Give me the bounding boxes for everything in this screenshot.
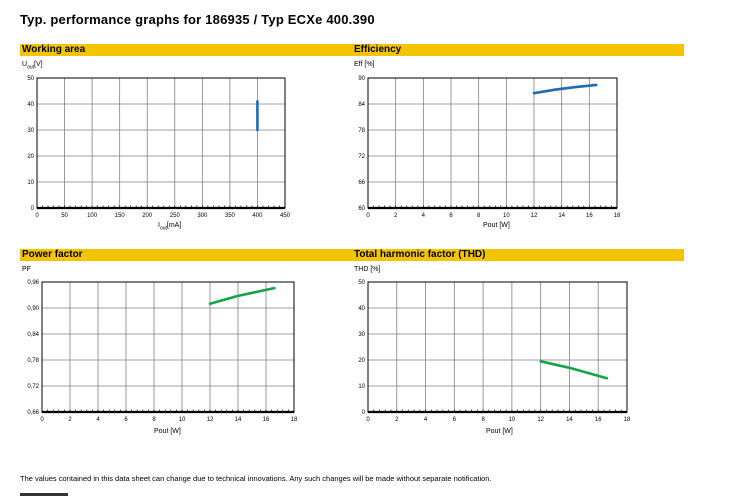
efficiency-frame <box>367 77 618 209</box>
efficiency-x-tick-label-2: 4 <box>422 213 426 219</box>
working-area-x-tick-label-9: 450 <box>280 213 291 219</box>
thd-x-tick-label-7: 14 <box>566 417 573 423</box>
power-factor-y-tick-label-2: 0,78 <box>27 358 39 364</box>
thd-x-tick-label-1: 2 <box>395 417 399 423</box>
working-area-y-tick-label-5: 50 <box>27 76 34 82</box>
power-factor-x-tick-label-3: 6 <box>124 417 128 423</box>
working-area-x-tick-label-0: 0 <box>35 213 39 219</box>
thd-y-tick-label-5: 50 <box>358 280 365 286</box>
efficiency-y-tick-label-1: 66 <box>358 180 365 186</box>
working-area-x-tick-label-7: 350 <box>225 213 236 219</box>
thd-x-tick-label-0: 0 <box>366 417 370 423</box>
thd-x-tick-label-4: 8 <box>481 417 485 423</box>
efficiency-y-tick-label-2: 72 <box>358 154 365 160</box>
x-axis-label-power-factor: Pout [W] <box>154 428 181 435</box>
thd-y-tick-label-2: 20 <box>358 358 365 364</box>
thd-x-tick-label-5: 10 <box>509 417 516 423</box>
efficiency-x-tick-label-7: 14 <box>558 213 565 219</box>
working-area-y-tick-label-1: 10 <box>27 180 34 186</box>
efficiency-x-tick-label-0: 0 <box>366 213 370 219</box>
x-axis-label-working-area: Iout[mA] <box>158 222 182 232</box>
footnote: The values contained in this data sheet … <box>20 474 492 483</box>
power-factor-x-tick-label-9: 18 <box>291 417 298 423</box>
power-factor-series-line-0 <box>208 286 276 306</box>
efficiency-x-tick-label-9: 18 <box>614 213 621 219</box>
chart-title-efficiency: Efficiency <box>354 44 402 55</box>
working-area-y-tick-label-2: 20 <box>27 154 34 160</box>
working-area-x-tick-label-1: 50 <box>61 213 68 219</box>
bottom-mark <box>20 493 68 496</box>
power-factor-y-tick-label-5: 0,96 <box>27 280 39 286</box>
y-axis-label-power-factor: PF <box>22 266 31 273</box>
working-area-y-tick-label-4: 40 <box>27 102 34 108</box>
working-area-x-tick-label-4: 200 <box>142 213 153 219</box>
working-area-x-tick-label-5: 250 <box>170 213 181 219</box>
working-area-y-tick-label-0: 0 <box>31 206 35 212</box>
title-band-working-area <box>20 44 352 56</box>
title-band-efficiency <box>352 44 684 56</box>
power-factor-x-tick-label-7: 14 <box>235 417 242 423</box>
efficiency-y-tick-label-3: 78 <box>358 128 365 134</box>
thd-x-tick-label-2: 4 <box>424 417 428 423</box>
y-axis-label-working-area: Uout[V] <box>22 61 43 71</box>
thd-x-tick-label-3: 6 <box>453 417 457 423</box>
chart-title-thd: Total harmonic factor (THD) <box>354 249 486 260</box>
power-factor-y-tick-label-3: 0,84 <box>27 332 39 338</box>
y-axis-label-thd: THD [%] <box>354 266 381 273</box>
efficiency-y-tick-label-5: 90 <box>358 76 365 82</box>
efficiency-y-tick-label-4: 84 <box>358 102 365 108</box>
power-factor-x-tick-label-2: 4 <box>96 417 100 423</box>
efficiency-x-tick-label-3: 6 <box>449 213 453 219</box>
power-factor-y-tick-label-4: 0,90 <box>27 306 39 312</box>
efficiency-x-tick-label-1: 2 <box>394 213 398 219</box>
working-area-frame <box>36 77 286 209</box>
thd-x-tick-label-6: 12 <box>537 417 544 423</box>
working-area-y-tick-label-3: 30 <box>27 128 34 134</box>
efficiency-x-tick-label-4: 8 <box>477 213 481 219</box>
working-area-x-tick-label-8: 400 <box>252 213 263 219</box>
efficiency-x-tick-label-8: 16 <box>586 213 593 219</box>
y-axis-label-efficiency: Eff [%] <box>354 61 375 68</box>
power-factor-y-tick-label-1: 0,72 <box>27 384 39 390</box>
chart-title-working-area: Working area <box>22 44 86 55</box>
power-factor-frame <box>41 281 295 413</box>
chart-title-power-factor: Power factor <box>22 249 83 260</box>
thd-frame <box>367 281 628 413</box>
thd-series-line-0 <box>539 359 609 380</box>
working-area-x-tick-label-6: 300 <box>197 213 208 219</box>
efficiency-x-tick-label-5: 10 <box>503 213 510 219</box>
power-factor-x-tick-label-4: 8 <box>152 417 156 423</box>
power-factor-x-tick-label-8: 16 <box>263 417 270 423</box>
x-axis-label-efficiency: Pout [W] <box>483 222 510 229</box>
power-factor-x-tick-label-0: 0 <box>40 417 44 423</box>
power-factor-y-tick-label-0: 0,66 <box>27 410 39 416</box>
thd-x-tick-label-8: 16 <box>595 417 602 423</box>
thd-y-tick-label-4: 40 <box>358 306 365 312</box>
thd-x-tick-label-9: 18 <box>624 417 631 423</box>
power-factor-x-tick-label-1: 2 <box>68 417 72 423</box>
title-band-thd <box>352 249 684 261</box>
power-factor-x-tick-label-6: 12 <box>207 417 214 423</box>
thd-y-tick-label-0: 0 <box>362 410 366 416</box>
page-title: Typ. performance graphs for 186935 / Typ… <box>20 12 375 27</box>
thd-y-tick-label-3: 30 <box>358 332 365 338</box>
thd-y-tick-label-1: 10 <box>358 384 365 390</box>
efficiency-x-tick-label-6: 12 <box>531 213 538 219</box>
working-area-x-tick-label-2: 100 <box>87 213 98 219</box>
power-factor-x-tick-label-5: 10 <box>179 417 186 423</box>
efficiency-y-tick-label-0: 60 <box>358 206 365 212</box>
efficiency-series-line-0 <box>532 83 598 95</box>
x-axis-label-thd: Pout [W] <box>486 428 513 435</box>
working-area-x-tick-label-3: 150 <box>115 213 126 219</box>
title-band-power-factor <box>20 249 352 261</box>
